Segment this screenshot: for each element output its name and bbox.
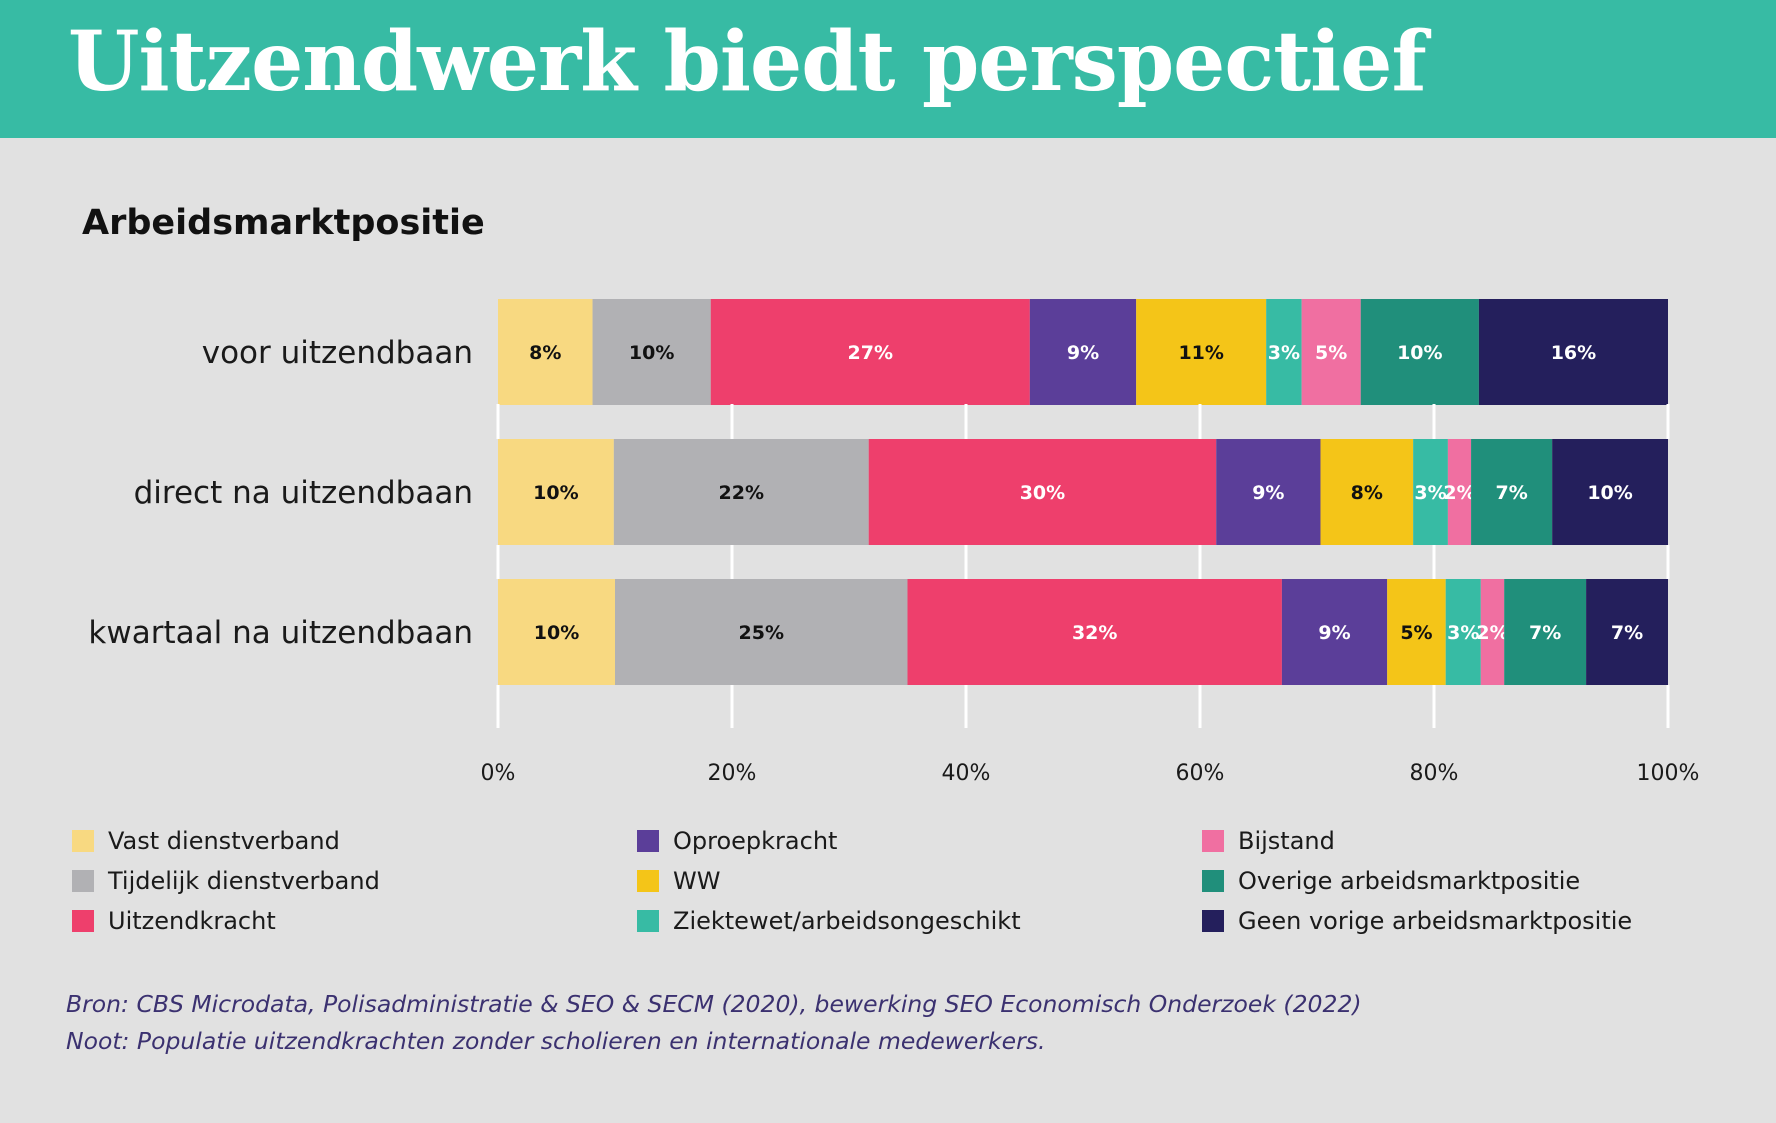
footnotes: Bron: CBS Microdata, Polisadministratie … xyxy=(66,990,1746,1064)
population-note: Noot: Populatie uitzendkrachten zonder s… xyxy=(66,1027,1046,1055)
data-label: 3% xyxy=(1268,342,1300,364)
data-label: 3% xyxy=(1414,482,1446,504)
legend-label: Overige arbeidsmarktpositie xyxy=(1238,867,1581,895)
data-label: 7% xyxy=(1529,622,1561,644)
data-label: 2% xyxy=(1443,482,1475,504)
data-label: 16% xyxy=(1551,342,1596,364)
bar-segment xyxy=(613,439,869,545)
bar-segment xyxy=(1552,439,1668,545)
legend-swatch xyxy=(72,910,94,932)
bar-segment xyxy=(1445,579,1481,685)
legend-item: WW xyxy=(637,866,720,896)
data-label: 7% xyxy=(1611,622,1643,644)
bar-segment xyxy=(1320,439,1414,545)
bar-segment xyxy=(1478,299,1668,405)
x-tick-label: 40% xyxy=(942,761,991,786)
bar-segment xyxy=(1447,439,1472,545)
legend-label: Bijstand xyxy=(1238,827,1335,855)
data-label: 10% xyxy=(533,482,578,504)
category-label: direct na uitzendbaan xyxy=(134,475,473,511)
bar-segment xyxy=(1387,579,1446,685)
legend-swatch xyxy=(1202,910,1224,932)
legend-label: Geen vorige arbeidsmarktpositie xyxy=(1238,907,1633,935)
legend-label: Tijdelijk dienstverband xyxy=(108,867,380,895)
x-tick-label: 80% xyxy=(1410,761,1459,786)
bar-segment xyxy=(498,439,614,545)
legend-label: Vast dienstverband xyxy=(108,827,340,855)
bar-segment xyxy=(1301,299,1361,405)
bar-segment xyxy=(1266,299,1302,405)
data-label: 3% xyxy=(1447,622,1479,644)
data-label: 10% xyxy=(629,342,674,364)
bar-segment xyxy=(1471,439,1553,545)
bar-segment xyxy=(868,439,1217,545)
data-label: 5% xyxy=(1315,342,1347,364)
x-tick-label: 0% xyxy=(481,761,516,786)
legend-swatch xyxy=(1202,870,1224,892)
data-label: 8% xyxy=(1351,482,1383,504)
x-tick-label: 20% xyxy=(708,761,757,786)
bar-segment xyxy=(1586,579,1668,685)
data-label: 9% xyxy=(1318,622,1350,644)
bar-segment xyxy=(1029,299,1137,405)
data-label: 10% xyxy=(1587,482,1632,504)
bar-segment xyxy=(1360,299,1479,405)
legend-item: Geen vorige arbeidsmarktpositie xyxy=(1202,906,1632,936)
data-label: 32% xyxy=(1072,622,1117,644)
bar-segment xyxy=(592,299,711,405)
legend-item: Vast dienstverband xyxy=(72,826,340,856)
title-banner: Uitzendwerk biedt perspectief xyxy=(0,0,1776,138)
legend-swatch xyxy=(1202,830,1224,852)
data-label: 30% xyxy=(1020,482,1065,504)
bar-segment xyxy=(1281,579,1388,685)
data-label: 9% xyxy=(1067,342,1099,364)
legend-label: Uitzendkracht xyxy=(108,907,276,935)
legend-swatch xyxy=(637,870,659,892)
legend-item: Oproepkracht xyxy=(637,826,837,856)
data-label: 25% xyxy=(739,622,784,644)
legend-item: Ziektewet/arbeidsongeschikt xyxy=(637,906,1021,936)
data-label: 27% xyxy=(848,342,893,364)
legend-swatch xyxy=(72,830,94,852)
bar-segment xyxy=(1136,299,1267,405)
legend-swatch xyxy=(72,870,94,892)
data-label: 10% xyxy=(534,622,579,644)
data-label: 9% xyxy=(1252,482,1284,504)
stacked-bar-chart: 8% 10% 27% 9% 11% 3% 5% 10% 16% voor uitzendbaan 1… xyxy=(88,299,1700,786)
bar-segment xyxy=(907,579,1282,685)
source-note: Bron: CBS Microdata, Polisadministratie … xyxy=(66,990,1362,1018)
data-label: 10% xyxy=(1397,342,1442,364)
data-label: 7% xyxy=(1495,482,1527,504)
chart-legend: Vast dienstverband Tijdelijk dienstverban… xyxy=(72,826,1752,946)
data-label: 8% xyxy=(529,342,561,364)
legend-item: Tijdelijk dienstverband xyxy=(72,866,380,896)
legend-label: WW xyxy=(673,867,721,895)
bar-segment xyxy=(1413,439,1448,545)
x-tick-label: 60% xyxy=(1176,761,1225,786)
bar-segment xyxy=(498,579,615,685)
category-label: kwartaal na uitzendbaan xyxy=(88,615,473,651)
bar-segment xyxy=(710,299,1030,405)
category-label: voor uitzendbaan xyxy=(202,335,473,371)
bar-segment xyxy=(1504,579,1587,685)
legend-item: Bijstand xyxy=(1202,826,1335,856)
x-tick-label: 100% xyxy=(1637,761,1700,786)
bar-segment xyxy=(1216,439,1321,545)
legend-swatch xyxy=(637,910,659,932)
legend-item: Overige arbeidsmarktpositie xyxy=(1202,866,1580,896)
bar-segment xyxy=(1480,579,1505,685)
data-label: 2% xyxy=(1476,622,1508,644)
legend-swatch xyxy=(637,830,659,852)
bar-segment xyxy=(498,299,593,405)
data-label: 22% xyxy=(719,482,764,504)
legend-item: Uitzendkracht xyxy=(72,906,276,936)
page-title: Uitzendwerk biedt perspectief xyxy=(68,14,1427,110)
chart-title: Arbeidsmarktpositie xyxy=(82,203,485,243)
data-label: 11% xyxy=(1178,342,1223,364)
data-label: 5% xyxy=(1400,622,1432,644)
legend-label: Ziektewet/arbeidsongeschikt xyxy=(673,907,1021,935)
bar-segment xyxy=(615,579,908,685)
legend-label: Oproepkracht xyxy=(673,827,838,855)
